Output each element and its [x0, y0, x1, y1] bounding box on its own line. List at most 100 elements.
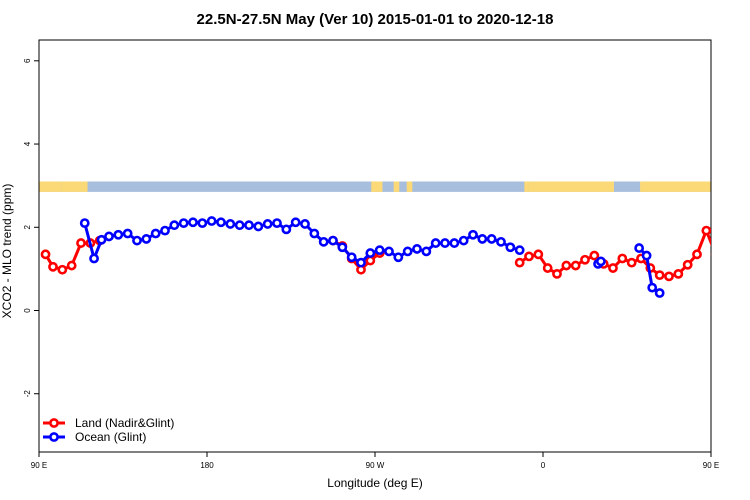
data-point: [589, 250, 600, 261]
data-point: [178, 218, 189, 229]
data-point: [673, 268, 684, 279]
map-strip-land: [81, 181, 88, 192]
data-point: [281, 224, 292, 235]
data-point: [48, 261, 58, 272]
data-point: [412, 244, 422, 254]
data-point: [132, 235, 142, 246]
data-point: [654, 270, 665, 281]
data-point: [206, 216, 217, 226]
data-point: [608, 263, 618, 273]
map-strip: [39, 181, 743, 192]
y-tick-label: 6: [23, 58, 32, 63]
data-point: [300, 219, 310, 229]
data-point: [197, 218, 208, 229]
legend-label: Ocean (Glint): [75, 430, 146, 444]
legend-marker: [49, 418, 59, 428]
data-point: [57, 264, 68, 275]
y-tick-label: -2: [23, 390, 32, 398]
data-point: [430, 238, 441, 248]
map-strip-land: [61, 181, 82, 192]
data-point: [486, 234, 497, 244]
data-point: [421, 246, 432, 257]
data-point: [514, 245, 525, 256]
data-point: [89, 253, 99, 264]
data-point: [141, 234, 152, 244]
data-point: [337, 242, 348, 253]
data-point: [634, 243, 645, 253]
data-point: [570, 260, 581, 271]
data-point: [160, 225, 170, 236]
data-point: [393, 252, 404, 263]
data-point: [533, 249, 544, 260]
map-strip-land: [528, 181, 607, 192]
data-point: [524, 251, 534, 262]
data-point: [647, 282, 658, 293]
data-point: [682, 259, 693, 270]
data-point: [365, 255, 376, 266]
legend-marker: [49, 432, 59, 442]
data-point: [150, 228, 161, 239]
x-axis-title: Longitude (deg E): [327, 476, 422, 490]
data-point: [692, 249, 702, 260]
data-point: [552, 268, 562, 279]
data-point: [374, 245, 385, 256]
data-point: [701, 225, 711, 236]
data-point: [595, 256, 606, 267]
data-point: [79, 218, 90, 229]
data-point: [76, 238, 86, 248]
data-point: [440, 238, 450, 248]
data-point: [66, 260, 77, 271]
map-strip-land: [606, 181, 614, 192]
plot-frame: [38, 39, 712, 453]
data-point: [309, 228, 320, 239]
data-point: [356, 257, 366, 268]
map-strip-land: [406, 181, 413, 192]
data-point: [731, 266, 738, 273]
x-tick-label: 0: [541, 461, 546, 470]
x-tick-label: 90 E: [31, 461, 47, 470]
y-tick-label: 0: [23, 308, 32, 313]
data-point: [505, 242, 516, 253]
x-axis: 90 E 180 90 W 0 90 E: [31, 452, 719, 470]
legend-label: Land (Nadir&Glint): [75, 416, 174, 430]
data-point: [253, 221, 264, 232]
data-point: [654, 288, 665, 298]
data-point: [328, 235, 338, 246]
data-point: [710, 252, 711, 256]
data-point: [617, 253, 628, 264]
data-point: [262, 219, 273, 229]
y-tick-label: 4: [23, 141, 32, 146]
data-point: [458, 235, 469, 246]
data-point: [641, 250, 652, 261]
data-point: [402, 246, 413, 257]
y-axis-title: XCO2 - MLO trend (ppm): [0, 184, 14, 319]
map-strip-land: [730, 181, 743, 191]
data-point: [40, 249, 51, 260]
data-point: [468, 229, 478, 240]
data-point: [318, 236, 329, 247]
series-ocean: [79, 216, 665, 298]
data-point: [272, 218, 282, 229]
data-point: [561, 260, 572, 271]
map-strip-land: [524, 181, 529, 192]
data-point: [234, 220, 245, 231]
series-line: [518, 229, 711, 278]
data-point: [384, 246, 394, 257]
x-tick-label: 180: [200, 461, 214, 470]
data-point: [244, 220, 254, 231]
y-tick-label: 2: [23, 224, 32, 229]
map-strip-land: [371, 181, 383, 192]
data-point: [365, 248, 376, 258]
series-layer: [40, 216, 738, 298]
y-axis: -2 0 2 4 6: [23, 58, 39, 397]
data-point: [225, 219, 236, 229]
data-point: [580, 254, 590, 265]
data-point: [514, 257, 525, 268]
data-point: [496, 236, 506, 247]
data-point: [122, 228, 133, 239]
x-tick-label: 90 E: [703, 461, 719, 470]
map-strip-land: [640, 181, 655, 192]
data-point: [290, 217, 301, 228]
data-point: [449, 238, 460, 248]
